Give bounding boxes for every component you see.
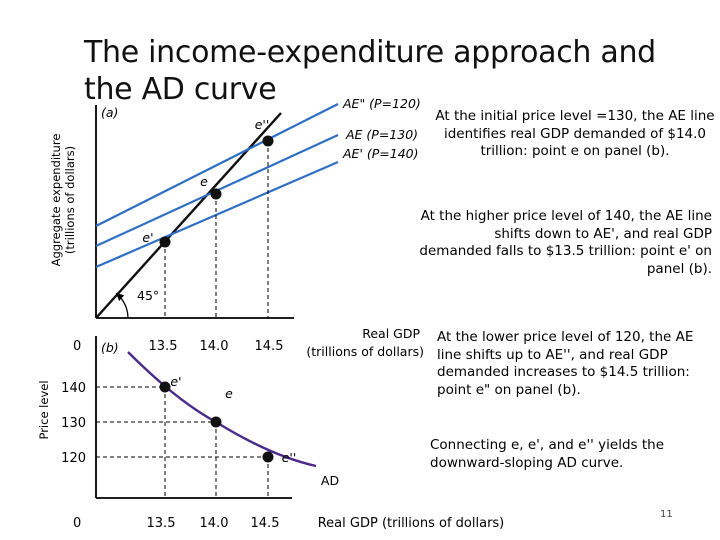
panel-a-origin: 0 — [73, 339, 81, 354]
panel-a: e' e e'' AE" (P=120) AE (P=130) AE' (P=1… — [49, 96, 424, 359]
point-e-b — [210, 416, 222, 428]
panel-b-y-label: Price level — [37, 380, 51, 439]
panel-a-x-tick-3: 14.5 — [255, 339, 284, 354]
slide-title: The income-expenditure approach and the … — [84, 35, 656, 107]
point-e-double-prime-b — [262, 451, 274, 463]
note-connecting: Connecting e, e', and e'' yields the dow… — [430, 437, 665, 471]
panel-a-x-tick-1: 13.5 — [149, 339, 178, 354]
label-e-prime-b: e' — [170, 374, 181, 389]
ae-double-prime-line — [95, 103, 339, 227]
point-e-double-prime-a — [262, 135, 274, 147]
panel-b-y-tick-130: 130 — [61, 416, 86, 431]
panel-a-y-label-line2: (trillions of dollars) — [63, 146, 77, 254]
panel-a-x-label-line1: Real GDP — [362, 326, 420, 341]
panel-a-y-label-line1: Aggregate expenditure — [49, 134, 63, 267]
label-e-b: e — [225, 386, 233, 401]
note-initial-price: At the initial price level =130, the AE … — [435, 108, 715, 159]
ad-curve — [127, 351, 317, 468]
label-ae-130: AE (P=130) — [345, 127, 418, 142]
point-e-prime-a — [159, 236, 171, 248]
label-e-prime-a: e' — [142, 230, 153, 245]
point-e-prime-b — [159, 381, 171, 393]
note-higher-price: At the higher price level of 140, the AE… — [419, 208, 712, 277]
point-e-a — [210, 188, 222, 200]
angle-label: 45° — [137, 288, 159, 303]
ae-prime-line — [95, 160, 339, 269]
note-lower-price: At the lower price level of 120, the AE … — [437, 329, 694, 398]
panel-b-x-tick-3: 14.5 — [251, 516, 280, 531]
panel-b-label: (b) — [101, 340, 119, 355]
panel-b-x-tick-2: 14.0 — [200, 516, 229, 531]
panel-a-x-label-line2: (trillions of dollars) — [306, 344, 424, 359]
forty-five-degree-line — [95, 112, 282, 319]
label-e-double-prime-a: e'' — [255, 117, 270, 132]
label-e-a: e — [200, 174, 208, 189]
panel-b-origin: 0 — [73, 516, 81, 531]
angle-arc — [115, 292, 129, 319]
panel-b-x-tick-1: 13.5 — [147, 516, 176, 531]
panel-b-y-tick-140: 140 — [61, 381, 86, 396]
panel-b-x-label: Real GDP (trillions of dollars) — [318, 516, 505, 531]
page-number: 11 — [660, 509, 673, 520]
ad-curve-label: AD — [321, 473, 339, 488]
panel-b: e' e e'' (b) AD 140 130 120 Price level … — [37, 336, 504, 531]
label-ae-120: AE" (P=120) — [342, 96, 421, 111]
panel-a-label: (a) — [101, 105, 118, 120]
panel-a-x-tick-2: 14.0 — [200, 339, 229, 354]
label-ae-140: AE' (P=140) — [342, 146, 418, 161]
label-e-double-prime-b: e'' — [282, 450, 297, 465]
panel-b-y-tick-120: 120 — [61, 451, 86, 466]
